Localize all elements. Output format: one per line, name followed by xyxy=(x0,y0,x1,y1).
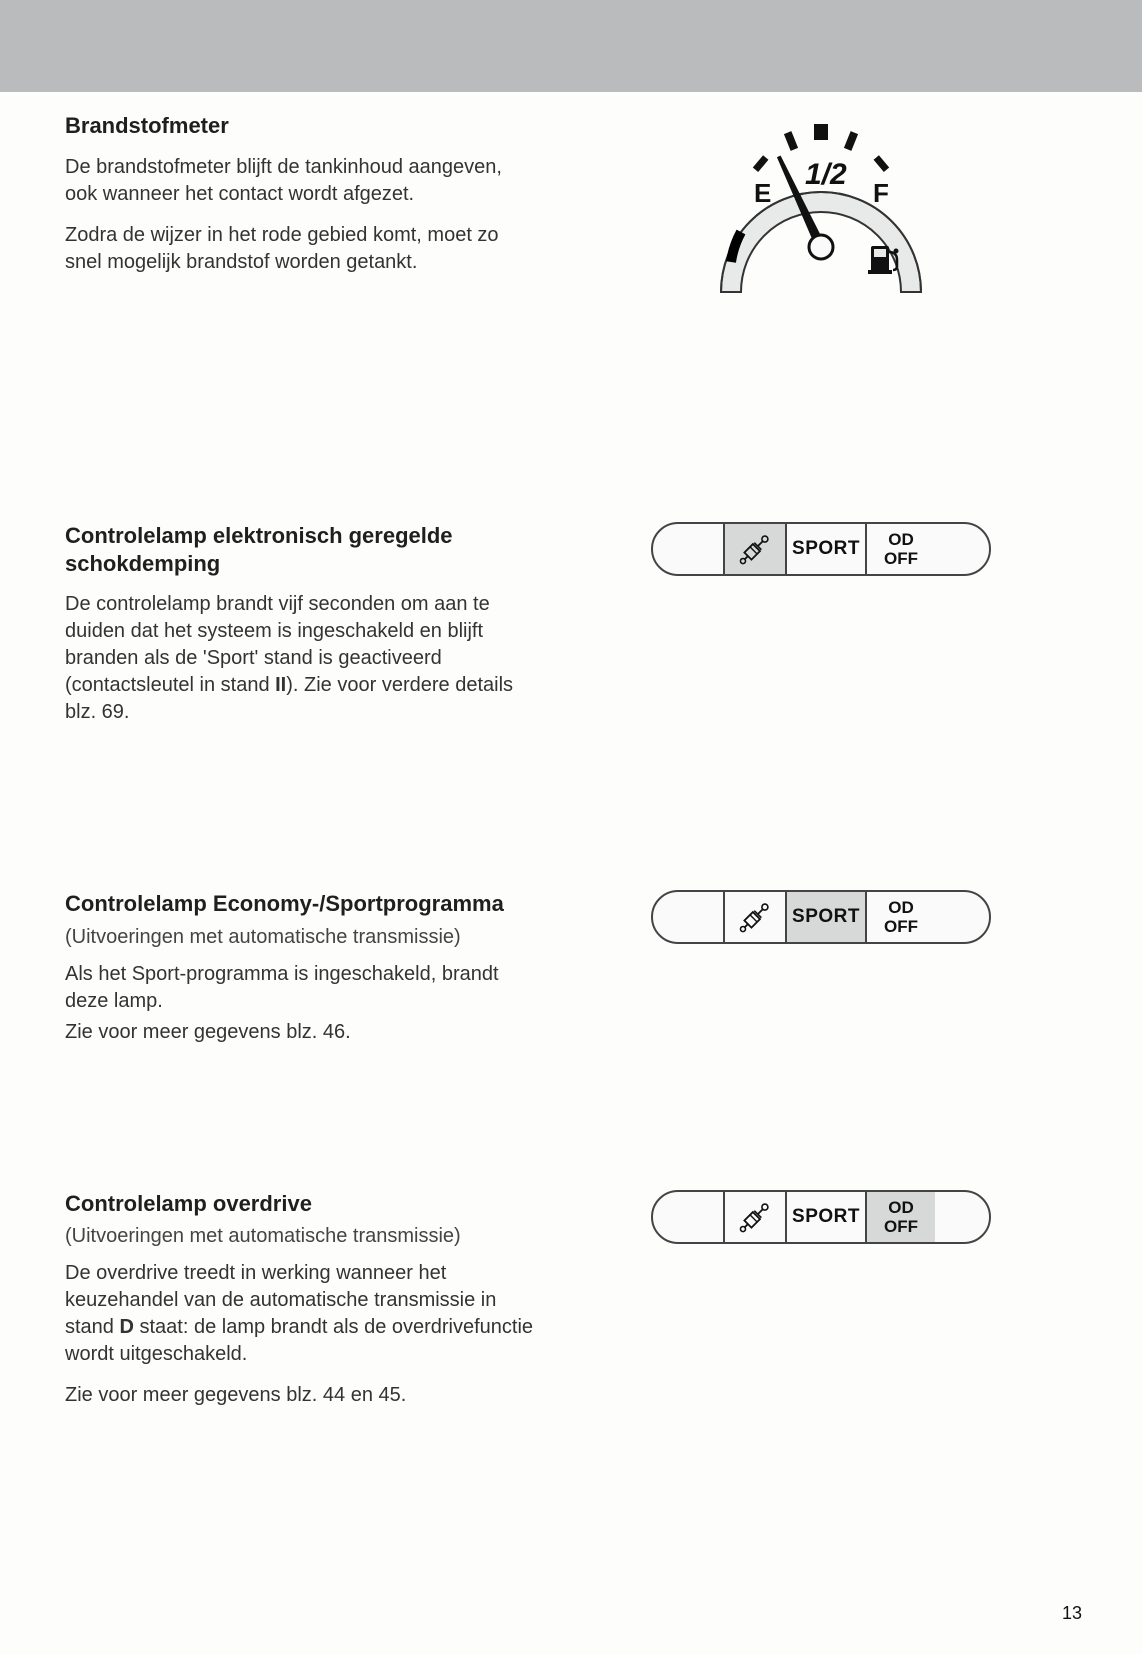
sport-label: SPORT xyxy=(787,524,867,574)
overdrive-p1: De overdrive treedt in werking wanneer h… xyxy=(65,1260,535,1368)
header-bar xyxy=(0,0,1142,92)
indicator-pill-economy: SPORT OD OFF xyxy=(651,890,991,944)
pill-blank-seg xyxy=(653,1192,725,1242)
fuel-gauge-figure: E 1/2 F xyxy=(701,112,941,312)
shock-absorber-icon xyxy=(725,524,787,574)
fuel-p1: De brandstofmeter blijft de tankinhoud a… xyxy=(65,154,535,208)
economy-subtitle: (Uitvoeringen met automatische transmiss… xyxy=(65,926,535,949)
indicator-pill-shock: SPORT OD OFF xyxy=(651,522,991,576)
indicator-pill-overdrive: SPORT OD OFF xyxy=(651,1190,991,1244)
pill-end-seg xyxy=(935,892,989,942)
shock-title: Controlelamp elektronisch geregelde scho… xyxy=(65,522,535,577)
pill-blank-seg xyxy=(653,892,725,942)
gauge-label-e: E xyxy=(754,178,771,208)
economy-title: Controlelamp Economy-/Sportprogramma xyxy=(65,890,535,918)
gauge-label-f: F xyxy=(873,178,889,208)
pill-end-seg xyxy=(935,1192,989,1242)
od-off-label: OD OFF xyxy=(867,524,935,574)
page-content: Brandstofmeter De brandstofmeter blijft … xyxy=(0,92,1142,1423)
shock-absorber-icon xyxy=(725,892,787,942)
economy-p2: Zie voor meer gegevens blz. 46. xyxy=(65,1019,535,1046)
section-fuel: Brandstofmeter De brandstofmeter blijft … xyxy=(65,112,1077,312)
shock-p1: De controlelamp brandt vijf seconden om … xyxy=(65,591,535,726)
pill-end-seg xyxy=(935,524,989,574)
sport-label: SPORT xyxy=(787,892,867,942)
page-number: 13 xyxy=(1062,1603,1082,1624)
fuel-title: Brandstofmeter xyxy=(65,112,535,140)
gauge-label-half: 1/2 xyxy=(805,158,847,191)
od-off-label: OD OFF xyxy=(867,892,935,942)
overdrive-title: Controlelamp overdrive xyxy=(65,1190,535,1218)
section-economy: Controlelamp Economy-/Sportprogramma (Ui… xyxy=(65,890,1077,1060)
shock-absorber-icon xyxy=(725,1192,787,1242)
pill-blank-seg xyxy=(653,524,725,574)
overdrive-p2: Zie voor meer gegevens blz. 44 en 45. xyxy=(65,1382,535,1409)
section-overdrive: Controlelamp overdrive (Uitvoeringen met… xyxy=(65,1190,1077,1424)
economy-p1: Als het Sport-programma is ingeschakeld,… xyxy=(65,961,535,1015)
sport-label: SPORT xyxy=(787,1192,867,1242)
section-shock: Controlelamp elektronisch geregelde scho… xyxy=(65,522,1077,740)
fuel-p2: Zodra de wijzer in het rode gebied komt,… xyxy=(65,222,535,276)
overdrive-subtitle: (Uitvoeringen met automatische transmiss… xyxy=(65,1225,535,1248)
od-off-label: OD OFF xyxy=(867,1192,935,1242)
